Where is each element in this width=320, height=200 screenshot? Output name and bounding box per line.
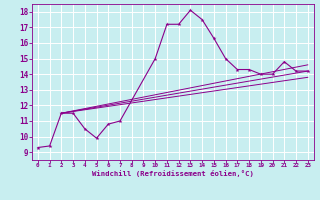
X-axis label: Windchill (Refroidissement éolien,°C): Windchill (Refroidissement éolien,°C): [92, 170, 254, 177]
